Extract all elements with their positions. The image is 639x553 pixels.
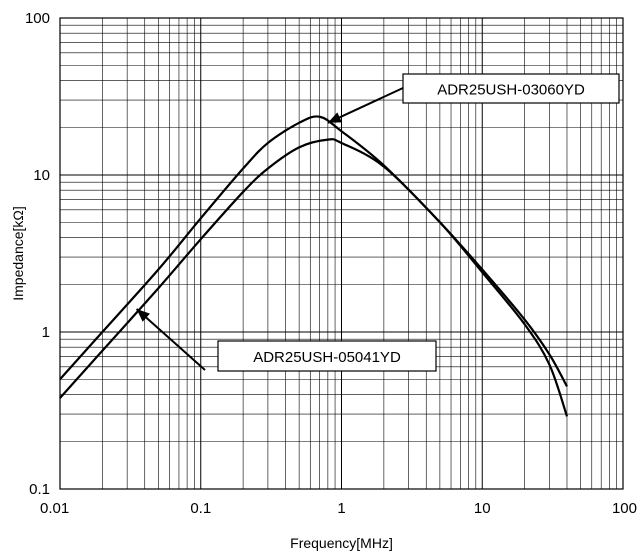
y-tick-label: 0.1 — [29, 481, 50, 498]
callout-arrowhead — [327, 112, 342, 123]
x-tick-label: 0.1 — [190, 500, 211, 517]
y-tick-labels: 0.1 1 10 100 — [25, 10, 50, 498]
x-tick-labels: 0.01 0.1 1 10 100 — [40, 500, 637, 517]
callout-label: ADR25USH-05041YD — [253, 349, 401, 366]
y-tick-label: 100 — [25, 10, 50, 27]
x-tick-label: 10 — [474, 500, 491, 517]
callout-label: ADR25USH-03060YD — [437, 82, 585, 99]
series-line-2 — [59, 138, 569, 417]
series-layer — [59, 115, 569, 417]
x-tick-label: 1 — [337, 500, 345, 517]
callout-arrow — [327, 87, 404, 124]
plot-frame — [59, 17, 624, 490]
callout-box — [402, 73, 620, 104]
x-axis-title: Frequency[MHz] — [290, 535, 393, 551]
y-tick-label: 1 — [42, 324, 50, 341]
callout-arrowhead — [136, 309, 150, 322]
x-tick-label: 100 — [612, 500, 637, 517]
x-tick-label: 0.01 — [40, 500, 69, 517]
y-axis-title: Impedance[kΩ] — [10, 206, 26, 301]
y-tick-label: 10 — [33, 167, 50, 184]
series-line-1 — [59, 115, 568, 387]
callout-box — [217, 340, 437, 372]
callout-arrow — [135, 308, 206, 371]
callouts: ADR25USH-03060YD ADR25USH-05041YD — [135, 73, 620, 372]
